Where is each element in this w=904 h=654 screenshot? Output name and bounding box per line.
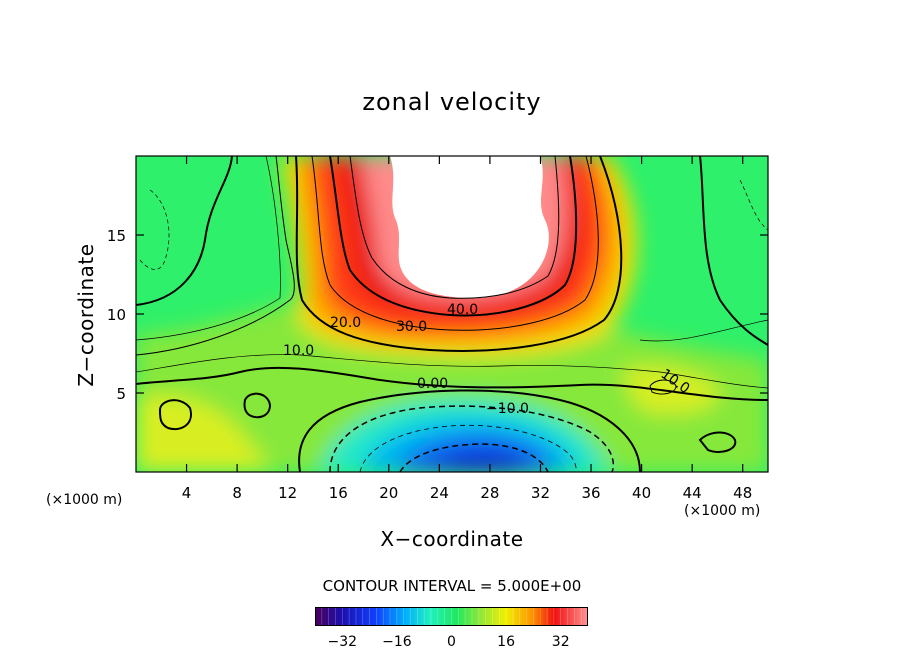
x-axis-label: X−coordinate: [380, 527, 524, 551]
contour-label-30: 30.0: [396, 319, 427, 335]
chart-title: zonal velocity: [362, 88, 542, 116]
contour-label-20: 20.0: [330, 315, 361, 331]
x-tick-label: 4: [182, 484, 192, 502]
x-tick-label: 28: [480, 484, 499, 502]
contour-label-40: 40.0: [447, 302, 478, 318]
region-darkblue-core: [430, 452, 528, 472]
x-tick-label: 20: [379, 484, 398, 502]
x-tick-label: 40: [632, 484, 651, 502]
x-tick-label: 44: [683, 484, 702, 502]
contour-interval-text: CONTOUR INTERVAL = 5.000E+00: [322, 577, 582, 595]
y-tick-label: 10: [107, 306, 126, 324]
x-axis-unit-left: (×1000 m): [46, 492, 123, 508]
x-tick-label: 12: [278, 484, 297, 502]
region-yellow-left: [136, 395, 270, 472]
x-tick-label: 32: [531, 484, 550, 502]
x-tick-label: 36: [581, 484, 600, 502]
contour-lines: [136, 156, 768, 472]
region-above-range: [390, 156, 549, 299]
contour-label-10: 10.0: [283, 343, 314, 359]
y-tick-label: 15: [107, 227, 126, 245]
x-tick-label: 24: [430, 484, 449, 502]
y-axis: 5 10 15: [107, 227, 768, 403]
x-axis: 4 8 12 16 20 24 28 32 36 40 44 48: [182, 156, 752, 502]
contour-label-neg10: −10.0: [486, 401, 529, 417]
x-axis-unit-right: (×1000 m): [684, 503, 761, 519]
contour-label-zero: 0.00: [417, 376, 448, 392]
y-tick-label: 5: [116, 385, 126, 403]
colorbar: [315, 607, 588, 626]
x-tick-label: 48: [733, 484, 752, 502]
y-axis-label: Z−coordinate: [74, 243, 98, 387]
x-tick-label: 16: [329, 484, 348, 502]
x-tick-label: 8: [232, 484, 242, 502]
